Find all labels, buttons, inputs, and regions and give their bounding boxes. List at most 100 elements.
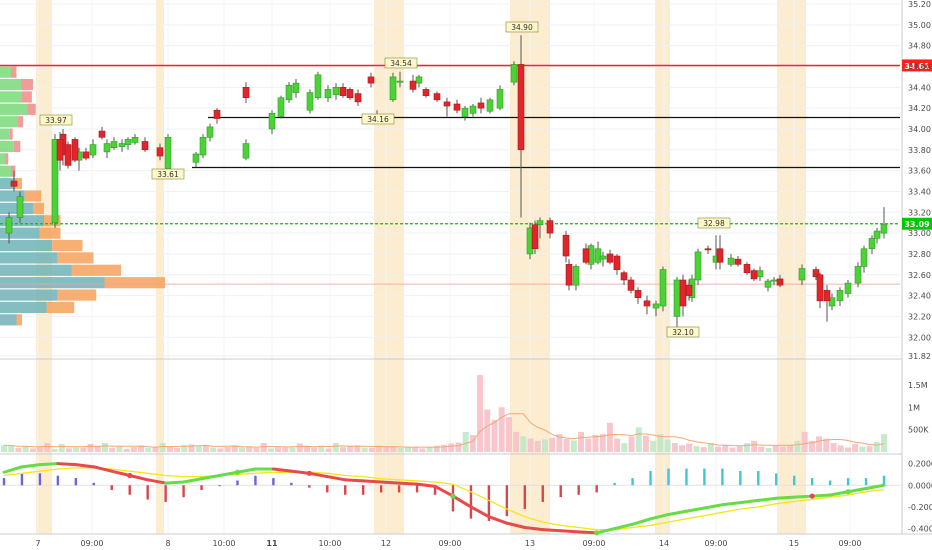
- volume-bar-down: [491, 419, 498, 452]
- volume-bar-down: [715, 446, 722, 452]
- histogram-bar-negative: [110, 485, 113, 491]
- volume-bar-down: [347, 446, 354, 452]
- volume-bar-down: [830, 443, 837, 452]
- histogram-bar-negative: [308, 485, 311, 488]
- price-tick-label: 31.82: [908, 352, 931, 361]
- candle-down: [242, 87, 250, 99]
- candle-up: [594, 248, 602, 263]
- volume-bar-down: [722, 444, 729, 452]
- macd-segment: [325, 475, 347, 482]
- volume-bar-up: [289, 447, 296, 452]
- volume-bar-down: [469, 435, 476, 452]
- profile-row-up: [0, 153, 6, 165]
- histogram-bar-negative: [577, 485, 580, 495]
- volume-bar-down: [592, 435, 599, 452]
- profile-row-up: [0, 78, 21, 91]
- histogram-bar-positive: [667, 468, 670, 486]
- macd-segment: [559, 529, 581, 534]
- candle-up: [873, 230, 881, 239]
- candle-down: [634, 290, 642, 298]
- price-badge-label: 33.09: [904, 220, 930, 229]
- volume-bar-down: [433, 445, 440, 452]
- candle-down: [339, 87, 347, 96]
- volume-bar-up: [520, 436, 527, 452]
- profile-row-down: [9, 128, 13, 140]
- volume-pane: [1, 375, 887, 452]
- volume-bar-up: [51, 448, 58, 452]
- profile-row-up: [0, 140, 14, 153]
- candle-down: [685, 284, 693, 296]
- candle-down: [433, 93, 441, 101]
- histogram-bar-positive: [810, 478, 814, 486]
- session-band: [156, 0, 164, 534]
- volume-bar-down: [606, 422, 613, 452]
- volume-bar-down: [217, 448, 224, 452]
- crossover-dot: [594, 530, 600, 536]
- volume-bar-down: [513, 431, 520, 452]
- macd-segment: [433, 484, 455, 498]
- time-tick-label: 10:00: [318, 539, 341, 548]
- volume-bar-down: [671, 443, 678, 452]
- profile-row-up: [0, 66, 11, 78]
- time-tick-label: 10:00: [212, 539, 235, 548]
- candle-up: [89, 144, 97, 156]
- macd-segment: [487, 515, 509, 525]
- volume-bar-up: [318, 445, 325, 452]
- histogram-bar-positive: [649, 470, 652, 486]
- candle-down: [816, 274, 824, 302]
- volume-bar-down: [642, 435, 649, 452]
- candle-down: [517, 64, 525, 151]
- volume-bar-down: [823, 438, 830, 452]
- volume-bar-down: [448, 443, 455, 452]
- volume-bar-down: [390, 446, 397, 452]
- crossover-dot: [234, 469, 241, 475]
- histogram-bar-positive: [685, 468, 688, 486]
- volume-bar-down: [816, 436, 823, 452]
- volume-bar-down: [224, 447, 231, 452]
- candle-up: [836, 290, 844, 302]
- profile-row-up: [0, 289, 58, 301]
- histogram-bar-positive: [92, 482, 95, 486]
- candle-up: [306, 92, 314, 111]
- signal-line: [3, 467, 885, 531]
- annotation-label: 33.97: [45, 116, 67, 125]
- macd-segment: [828, 490, 850, 497]
- volume-bar-down: [866, 446, 873, 452]
- candle-down: [812, 269, 820, 278]
- profile-row-up: [0, 178, 16, 190]
- macd-segment: [74, 463, 96, 469]
- volume-bar-up: [570, 440, 577, 452]
- price-badge-label: 34.61: [904, 62, 930, 71]
- histogram-bar-negative: [397, 485, 401, 493]
- profile-row-up: [0, 165, 11, 177]
- histogram-bar-positive: [631, 478, 634, 486]
- macd-segment: [810, 493, 832, 498]
- profile-row-down: [20, 78, 33, 91]
- volume-bar-down: [354, 445, 361, 452]
- volume-bar-down: [188, 444, 195, 452]
- profile-row-down: [15, 178, 22, 190]
- volume-bar-down: [275, 447, 282, 452]
- volume-bar-down: [801, 431, 808, 452]
- candle-down: [346, 89, 354, 99]
- volume-bar-down: [628, 436, 635, 452]
- time-tick-label: 15: [789, 539, 799, 548]
- volume-bar-down: [808, 440, 815, 452]
- volume-bar-down: [780, 446, 787, 452]
- histogram-bar-negative: [146, 485, 149, 500]
- volume-bar-down: [614, 438, 621, 452]
- histogram-bar-positive: [864, 478, 868, 486]
- candle-up: [798, 268, 806, 281]
- macd-segment: [307, 471, 329, 479]
- histogram-bar-positive: [2, 478, 6, 486]
- crossover-dot: [306, 470, 312, 476]
- candle-up: [51, 139, 59, 223]
- candle-down: [546, 220, 554, 234]
- volume-bar-down: [556, 434, 563, 452]
- candle-up: [510, 64, 518, 83]
- volume-bar-up: [267, 448, 274, 452]
- volume-bar-down: [109, 447, 116, 452]
- axes: 35.20 35.00 34.80 34.60 34.40 34.20 34.00 33.80…: [35, 0, 932, 548]
- volume-bar-down: [585, 438, 592, 452]
